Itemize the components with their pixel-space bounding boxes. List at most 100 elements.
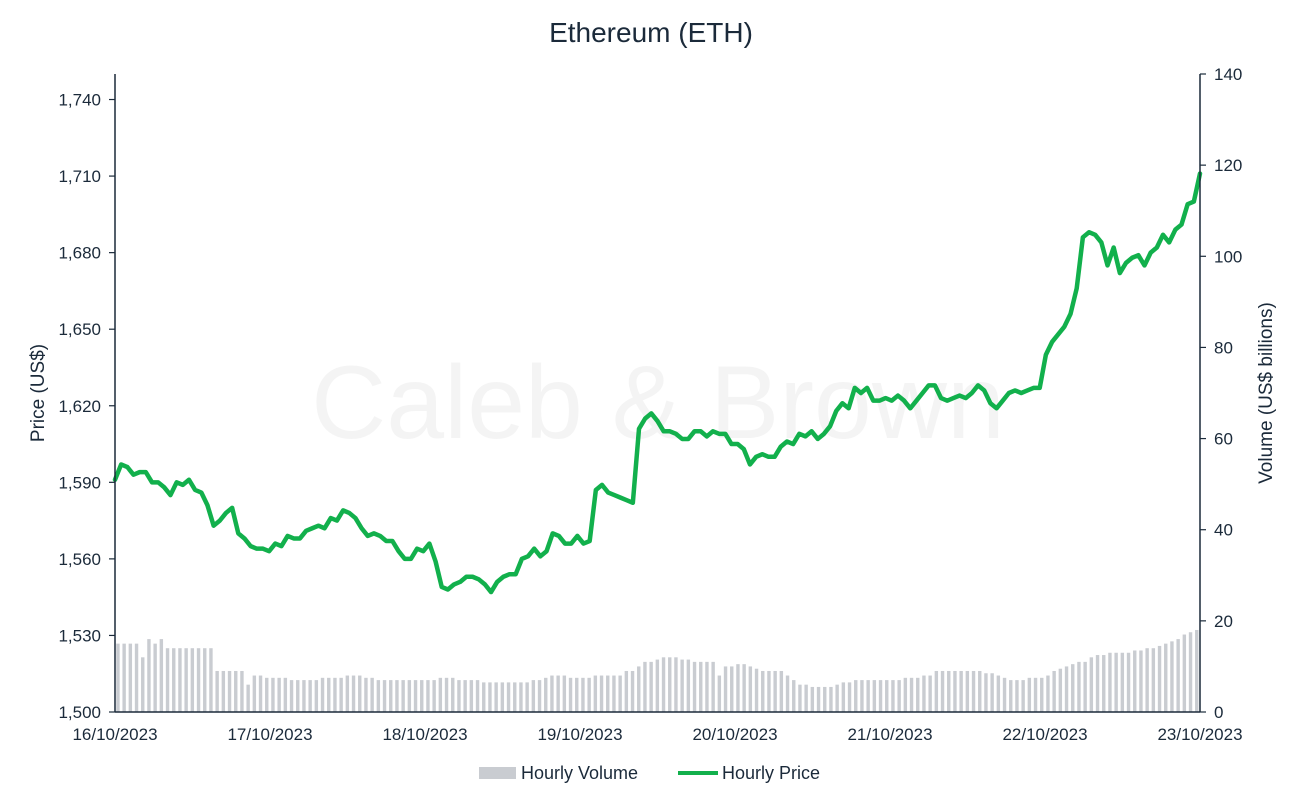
right-tick-label: 120 <box>1214 156 1242 175</box>
legend-volume-label: Hourly Volume <box>521 763 638 783</box>
volume-bar <box>482 682 486 712</box>
volume-bar <box>990 673 994 712</box>
volume-bar <box>1021 680 1025 712</box>
volume-bar <box>258 675 263 712</box>
left-tick-label: 1,500 <box>58 703 101 722</box>
volume-bar <box>364 677 368 712</box>
volume-bar <box>637 666 641 712</box>
left-tick-label: 1,560 <box>58 550 101 569</box>
volume-bar <box>227 670 232 712</box>
volume-bar <box>748 666 753 712</box>
volume-bar <box>779 670 784 712</box>
volume-bars <box>116 629 1199 712</box>
volume-bar <box>996 675 1001 712</box>
volume-bar <box>785 675 790 712</box>
price-line <box>112 171 1203 595</box>
volume-bar <box>668 657 672 712</box>
x-tick-label: 22/10/2023 <box>1002 725 1087 744</box>
volume-bar <box>798 684 802 712</box>
volume-bar <box>705 661 709 712</box>
volume-bar <box>1046 675 1050 712</box>
volume-bar <box>1102 655 1106 712</box>
x-tick-label: 18/10/2023 <box>382 725 467 744</box>
volume-bar <box>978 670 982 712</box>
volume-bar <box>699 661 703 712</box>
right-tick-label: 0 <box>1214 703 1223 722</box>
volume-bar <box>401 680 405 712</box>
volume-bar <box>711 661 715 712</box>
volume-bar <box>860 680 864 712</box>
volume-bar <box>841 682 846 712</box>
volume-bar <box>692 661 697 712</box>
volume-bar <box>134 643 139 712</box>
volume-bar <box>810 686 815 712</box>
volume-bar <box>649 661 653 712</box>
volume-bar <box>674 657 678 712</box>
volume-bar <box>773 670 777 712</box>
volume-bar <box>866 680 870 712</box>
volume-bar <box>1114 652 1118 712</box>
volume-bar <box>816 686 821 712</box>
volume-bar <box>513 682 517 712</box>
left-tick-label: 1,680 <box>58 244 101 263</box>
volume-bar <box>296 680 300 712</box>
volume-bar <box>885 680 889 712</box>
volume-bar <box>1120 652 1125 712</box>
legend: Hourly Volume Hourly Price <box>479 763 820 783</box>
volume-bar <box>730 666 734 712</box>
volume-bar <box>618 675 622 712</box>
volume-bar <box>1027 677 1032 712</box>
volume-bar <box>1077 661 1081 712</box>
volume-bar <box>575 677 579 712</box>
volume-bar <box>630 670 635 712</box>
volume-bar <box>128 643 133 712</box>
volume-bar <box>1095 655 1100 712</box>
volume-bar <box>153 643 157 712</box>
volume-bar <box>172 648 176 712</box>
volume-bar <box>203 648 207 712</box>
volume-bar <box>525 682 529 712</box>
volume-bar <box>1157 645 1162 712</box>
volume-bar <box>463 680 467 712</box>
volume-bar <box>395 680 399 712</box>
left-tick-label: 1,530 <box>58 626 101 645</box>
volume-bar <box>333 677 337 712</box>
left-tick-label: 1,650 <box>58 320 101 339</box>
volume-bar <box>587 677 591 712</box>
volume-bar <box>922 675 926 712</box>
volume-bar <box>891 680 895 712</box>
volume-bar <box>1009 680 1013 712</box>
volume-bar <box>544 677 548 712</box>
volume-bar <box>1126 652 1131 712</box>
volume-bar <box>1139 650 1143 712</box>
right-y-ticks: 0 20 40 60 80 100 120 140 <box>1200 65 1242 722</box>
volume-bar <box>358 675 362 712</box>
volume-bar <box>953 670 957 712</box>
volume-bar <box>1058 668 1063 712</box>
volume-bar <box>847 682 852 712</box>
volume-bar <box>376 680 381 712</box>
volume-bar <box>271 677 275 712</box>
volume-bar <box>947 670 951 712</box>
volume-bar <box>823 686 827 712</box>
volume-bar <box>934 670 939 712</box>
volume-bar <box>438 677 443 712</box>
volume-bar <box>432 680 436 712</box>
volume-bar <box>606 675 610 712</box>
volume-bar <box>426 680 430 712</box>
volume-bar <box>469 680 474 712</box>
volume-bar <box>283 677 288 712</box>
volume-bar <box>327 677 331 712</box>
volume-bar <box>1151 648 1156 712</box>
volume-bar <box>265 677 269 712</box>
left-tick-label: 1,710 <box>58 167 101 186</box>
volume-bar <box>351 675 356 712</box>
left-tick-label: 1,620 <box>58 397 101 416</box>
volume-bar <box>556 675 560 712</box>
volume-bar <box>178 648 182 712</box>
x-tick-label: 16/10/2023 <box>72 725 157 744</box>
volume-bar <box>581 677 585 712</box>
volume-bar <box>221 670 226 712</box>
volume-bar <box>655 659 660 712</box>
